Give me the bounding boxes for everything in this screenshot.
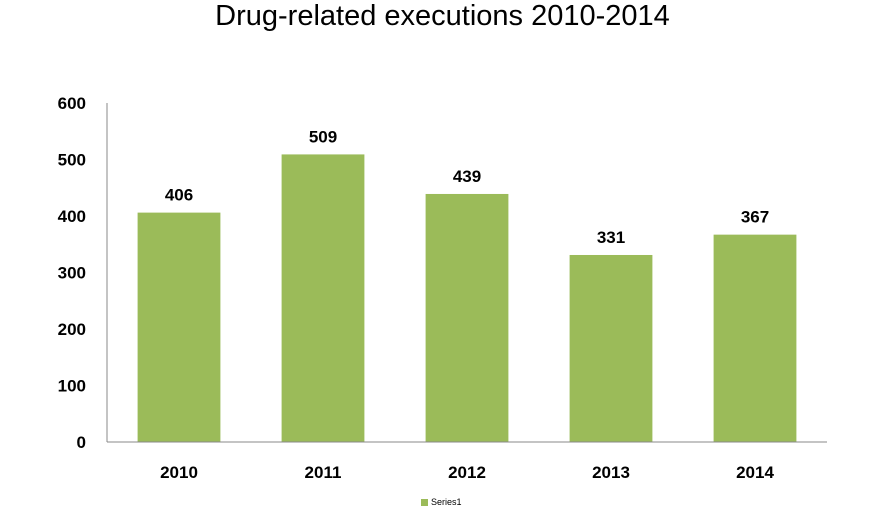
y-tick-label: 500 — [58, 151, 86, 170]
data-label: 331 — [597, 228, 625, 247]
data-label: 367 — [741, 208, 769, 227]
data-label: 406 — [165, 186, 193, 205]
bar-2014 — [713, 234, 797, 442]
y-tick-label: 300 — [58, 264, 86, 283]
y-tick-label: 200 — [58, 320, 86, 339]
data-label: 439 — [453, 167, 481, 186]
chart-title: Drug-related executions 2010-2014 — [215, 0, 670, 32]
bar-2011 — [281, 154, 365, 443]
bar-2012 — [425, 193, 509, 442]
y-tick-label: 0 — [77, 433, 86, 452]
bar-2010 — [137, 212, 221, 442]
data-label: 509 — [309, 127, 337, 146]
legend-swatch — [421, 498, 428, 506]
legend-label: Series1 — [431, 497, 462, 507]
y-tick-label: 600 — [58, 94, 86, 113]
x-tick-label: 2012 — [448, 463, 486, 482]
y-tick-label: 100 — [58, 377, 86, 396]
y-tick-label: 400 — [58, 207, 86, 226]
legend: Series1 — [421, 497, 462, 507]
x-tick-label: 2011 — [305, 463, 342, 482]
x-tick-label: 2010 — [160, 463, 198, 482]
x-tick-label: 2014 — [736, 463, 774, 482]
x-tick-label: 2013 — [592, 463, 630, 482]
bar-2013 — [569, 254, 653, 442]
